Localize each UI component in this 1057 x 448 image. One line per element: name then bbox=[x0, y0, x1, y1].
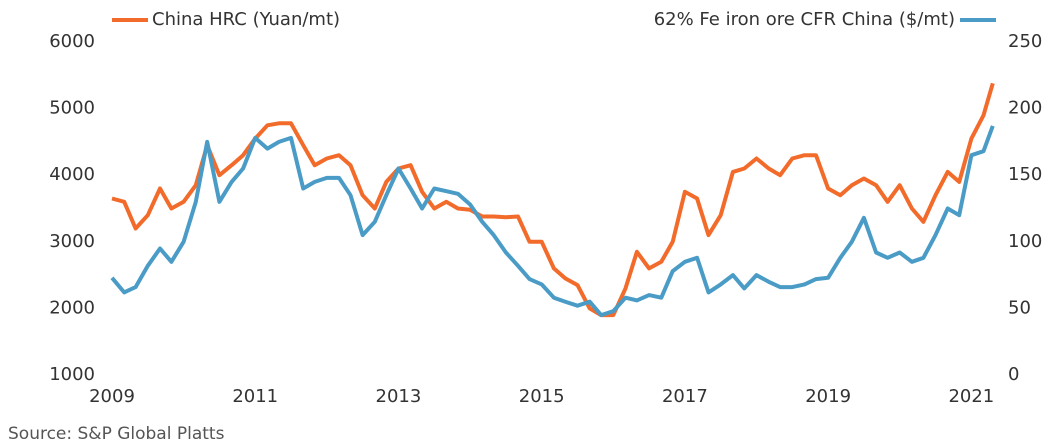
data-line bbox=[110, 125, 995, 318]
y2-tick-label: 250 bbox=[1008, 31, 1042, 52]
y-tick-label: 5000 bbox=[49, 98, 95, 119]
source-note: Source: S&P Global Platts bbox=[8, 424, 225, 444]
x-tick-label: 2009 bbox=[89, 386, 135, 407]
y-tick-label: 2000 bbox=[49, 297, 95, 318]
x-tick-label: 2011 bbox=[232, 386, 278, 407]
y2-tick-label: 50 bbox=[1008, 297, 1031, 318]
y-tick-label: 6000 bbox=[49, 31, 95, 52]
y-tick-label: 3000 bbox=[49, 231, 95, 252]
x-tick-label: 2019 bbox=[805, 386, 851, 407]
legend-label: 62% Fe iron ore CFR China ($/mt) bbox=[654, 9, 955, 30]
y2-tick-label: 0 bbox=[1008, 364, 1019, 385]
y2-tick-label: 150 bbox=[1008, 164, 1042, 185]
x-tick-label: 2017 bbox=[662, 386, 708, 407]
x-tick-label: 2015 bbox=[519, 386, 565, 407]
x-tick-label: 2021 bbox=[948, 386, 994, 407]
y2-tick-label: 200 bbox=[1008, 98, 1042, 119]
y2-tick-label: 100 bbox=[1008, 231, 1042, 252]
data-line bbox=[111, 82, 995, 318]
y-tick-label: 1000 bbox=[49, 364, 95, 385]
y-tick-label: 4000 bbox=[49, 164, 95, 185]
x-tick-label: 2013 bbox=[376, 386, 422, 407]
legend-label: China HRC (Yuan/mt) bbox=[152, 9, 340, 30]
